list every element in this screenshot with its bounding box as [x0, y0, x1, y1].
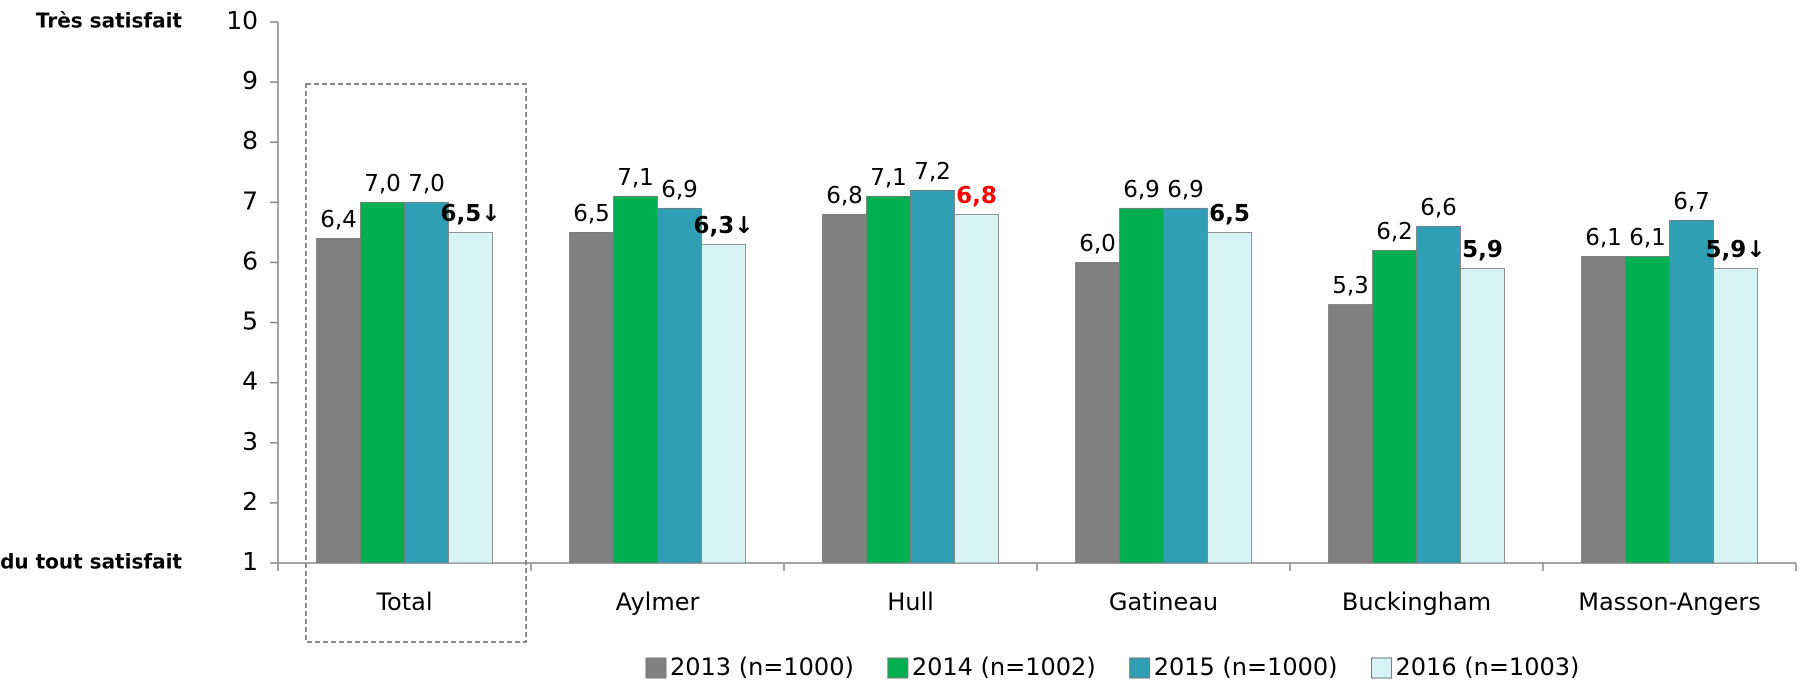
data-label: 6,1	[1585, 225, 1622, 251]
data-label: 7,2	[914, 159, 951, 185]
bar	[910, 189, 955, 564]
bar	[1163, 207, 1208, 564]
y-axis-annotation: du tout satisfait	[0, 550, 182, 574]
bar	[1581, 256, 1626, 564]
data-label: 7,1	[617, 165, 654, 191]
x-tick-label: Aylmer	[616, 588, 700, 616]
data-label: 5,9↓	[1705, 237, 1765, 263]
y-tick-label: 5	[242, 307, 258, 336]
bar	[1372, 250, 1417, 564]
bar	[316, 237, 361, 564]
bar	[822, 213, 867, 564]
data-label: 6,5	[573, 201, 610, 227]
bar	[1416, 225, 1461, 564]
data-label: 6,9	[1167, 177, 1204, 203]
bar	[448, 231, 493, 564]
x-tick-label: Total	[375, 588, 432, 616]
bar	[954, 213, 999, 564]
bar	[1328, 304, 1373, 564]
legend-label: 2014 (n=1002)	[912, 653, 1096, 681]
y-tick-label: 9	[242, 66, 258, 95]
x-tick-label: Gatineau	[1109, 588, 1218, 616]
data-label: 6,6	[1420, 195, 1457, 221]
y-tick-label: 7	[242, 186, 258, 215]
x-tick-label: Buckingham	[1342, 588, 1491, 616]
y-axis-annotation: Très satisfait	[36, 9, 183, 33]
bar	[569, 231, 614, 564]
legend-label: 2015 (n=1000)	[1154, 653, 1338, 681]
y-tick-label: 8	[242, 126, 258, 155]
y-tick-label: 10	[226, 6, 258, 35]
bar	[1207, 231, 1252, 564]
legend-label: 2016 (n=1003)	[1396, 653, 1580, 681]
legend-swatch	[887, 657, 909, 679]
legend-label: 2013 (n=1000)	[670, 653, 854, 681]
x-tick-label: Masson-Angers	[1578, 588, 1760, 616]
data-label: 6,4	[320, 207, 357, 233]
data-label: 5,3	[1332, 273, 1369, 299]
data-label: 6,5	[1209, 201, 1250, 227]
data-label: 5,9	[1462, 237, 1503, 263]
data-label: 6,9	[661, 177, 698, 203]
bar	[1075, 262, 1120, 564]
data-label: 6,3↓	[693, 213, 753, 239]
bar	[1625, 256, 1670, 564]
data-label: 6,1	[1629, 225, 1666, 251]
legend-swatch	[1371, 657, 1393, 679]
data-label: 6,5↓	[440, 201, 500, 227]
bar	[1119, 207, 1164, 564]
x-tick-label: Hull	[887, 588, 934, 616]
bar	[1460, 268, 1505, 564]
bar	[866, 195, 911, 564]
bar	[360, 201, 405, 564]
y-tick-label: 2	[242, 487, 258, 516]
bar	[404, 201, 449, 564]
data-label: 6,7	[1673, 189, 1710, 215]
y-tick-label: 1	[242, 547, 258, 576]
data-label: 6,8	[956, 183, 997, 209]
data-label: 6,8	[826, 183, 863, 209]
legend-swatch	[645, 657, 667, 679]
y-tick-label: 6	[242, 246, 258, 275]
bar	[701, 244, 746, 564]
data-label: 7,1	[870, 165, 907, 191]
bar	[1713, 268, 1758, 564]
bar	[613, 195, 658, 564]
data-label: 6,9	[1123, 177, 1160, 203]
bar	[1669, 219, 1714, 564]
bar	[657, 207, 702, 564]
legend-swatch	[1129, 657, 1151, 679]
y-tick-label: 4	[242, 367, 258, 396]
y-tick-label: 3	[242, 427, 258, 456]
highlight-box	[305, 83, 527, 643]
data-label: 7,0	[408, 171, 445, 197]
data-label: 6,0	[1079, 231, 1116, 257]
data-label: 6,2	[1376, 219, 1413, 245]
data-label: 7,0	[364, 171, 401, 197]
